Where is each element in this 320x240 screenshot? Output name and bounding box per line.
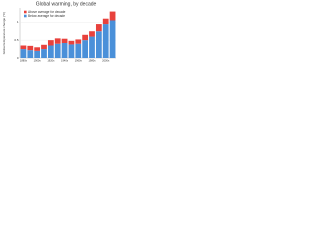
bar-segment [54,38,61,44]
bar-segment [20,45,27,50]
x-tick-label: 1960s [75,59,83,63]
x-tick-label: 1940s [61,59,69,63]
y-axis-label: Global temperature change (°C) [2,12,6,55]
bar-segment [27,50,34,58]
x-tick-label: 1920s [47,59,55,63]
bar-segment [27,45,34,51]
bar-segment [68,40,75,45]
bar-segment [109,20,116,58]
bar-segment [75,39,82,44]
chart-title: Global warming, by decade [36,1,97,7]
bar-segment [102,18,109,25]
bar-segment [61,38,68,43]
x-tick-label: 1900s [34,59,42,63]
x-tick-label: 2000s [102,59,110,63]
y-tick-label: 0 [17,56,19,60]
bar-segment [95,24,102,32]
legend-label: Below average for decade [28,14,65,18]
bar-segment [89,31,95,37]
bar-segment [34,47,41,51]
y-tick-label: 0.5 [14,38,19,42]
bar-segment [20,49,27,58]
bar-segment [68,44,75,58]
legend-label: Above average for decade [28,10,66,14]
bar-segment [82,34,89,41]
legend-swatch [24,14,27,18]
bar-segment [89,36,95,58]
bar-segment [61,43,68,58]
bar-segment [109,11,116,21]
x-tick-label: 1880s [20,59,28,63]
bar-segment [41,44,47,50]
x-tick-label: 1980s [88,59,96,63]
bar-segment [47,45,54,58]
legend-swatch [24,10,27,14]
y-tick-label: 1 [17,20,19,24]
bar-segment [82,40,89,58]
bar-segment [102,24,109,59]
bar-segment [34,50,41,58]
chart: Global warming, by decade Global tempera… [2,1,116,63]
bar-segment [95,31,102,58]
bar-segment [54,43,61,58]
bar-segment [41,49,47,58]
bar-segment [75,43,82,58]
bar-segment [47,40,54,46]
